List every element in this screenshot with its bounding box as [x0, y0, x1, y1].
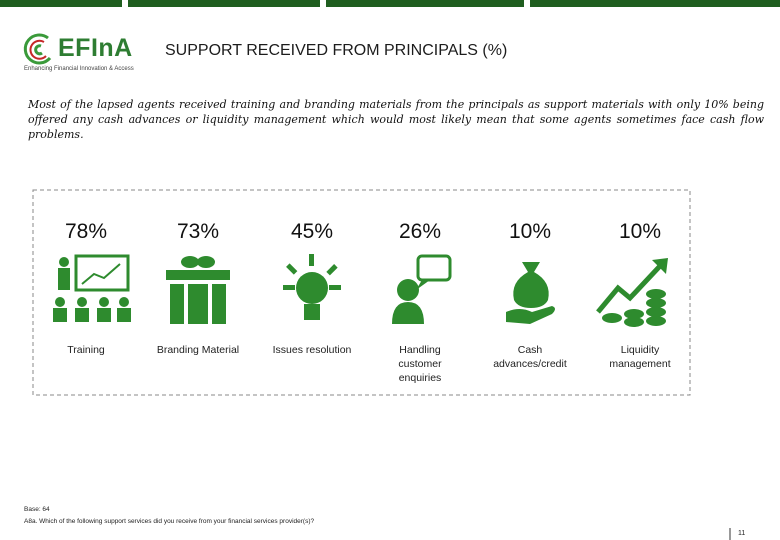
icon-training: [53, 254, 131, 322]
icon-cash: [506, 262, 555, 324]
percentage: 45%: [290, 220, 334, 243]
page-number: 11: [738, 530, 746, 537]
item-label: Branding Material: [156, 344, 240, 356]
base-note: Base: 64: [24, 506, 50, 513]
icons: [53, 254, 668, 327]
percentage: 73%: [176, 220, 220, 243]
icon-bulb: [283, 254, 341, 320]
logo: EFInA: [58, 34, 133, 62]
question-note: A8a. Which of the following support serv…: [24, 518, 315, 525]
item-label: Cash advances/credit: [493, 344, 567, 370]
icon-gift: [166, 256, 230, 324]
percentage: 10%: [508, 220, 552, 243]
item-label: Training: [67, 344, 105, 356]
percentage: 78%: [64, 220, 108, 243]
slide-title: SUPPORT RECEIVED FROM PRINCIPALS (%): [165, 42, 508, 59]
percentage: 26%: [398, 220, 442, 243]
logo-tagline: Enhancing Financial Innovation & Access: [24, 66, 134, 72]
percentage: 10%: [618, 220, 662, 243]
intro-text: Most of the lapsed agents received train…: [28, 98, 764, 141]
logo-swirl: [23, 33, 52, 65]
item-label: Issues resolution: [272, 344, 352, 356]
item-label: Liquidity management: [609, 344, 671, 370]
dashed-frame: [32, 189, 691, 396]
icon-liquidity: [596, 258, 668, 327]
item-label: Handling customer enquiries: [398, 344, 442, 384]
icon-enquiries: [392, 254, 452, 324]
top-bar: [0, 0, 780, 7]
